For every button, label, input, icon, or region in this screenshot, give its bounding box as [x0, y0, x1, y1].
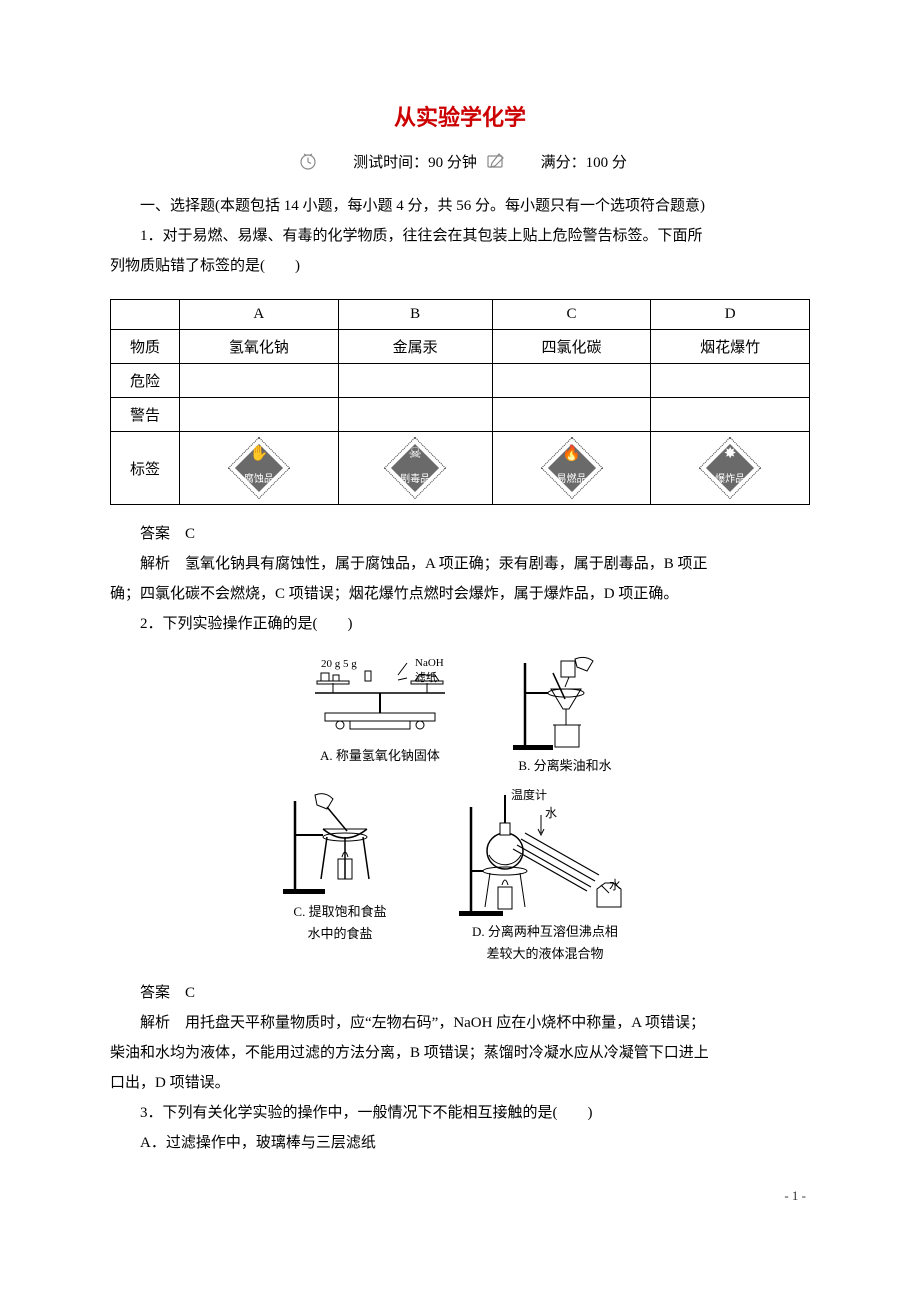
table-row: 危险: [111, 364, 810, 398]
fig-a-left-label: 20 g 5 g: [321, 658, 357, 670]
cell-substance-d: 烟花爆竹: [651, 330, 810, 364]
hazard-glyph: 🔥: [543, 447, 601, 462]
score-label: 满分：100 分: [541, 155, 627, 171]
q1-analysis-l1: 解析 氢氧化钠具有腐蚀性，属于腐蚀品，A 项正确；汞有剧毒，属于剧毒品，B 项正: [110, 549, 810, 579]
figure-row-bottom: C. 提取饱和食盐 水中的食盐 温度计 水 水: [110, 789, 810, 963]
cell-substance-b: 金属汞: [338, 330, 492, 364]
hazard-glyph: ☠: [386, 447, 444, 462]
cell-sign-d: ✸ 爆炸品: [651, 432, 810, 505]
figure-d-caption-l2: 差较大的液体混合物: [486, 945, 603, 963]
table-row: A B C D: [111, 300, 810, 330]
cell-sign-b: ☠ 剧毒品: [338, 432, 492, 505]
figure-c-caption-l1: C. 提取饱和食盐: [293, 903, 386, 921]
row-warn-label: 警告: [111, 398, 180, 432]
hazard-text: 易燃品: [543, 470, 601, 485]
time-label: 测试时间：90 分钟: [353, 155, 477, 171]
figure-b-caption: B. 分离柴油和水: [518, 757, 611, 775]
balance-scale-icon: 20 g 5 g NaOH 滤纸: [295, 653, 465, 743]
q1-answer: 答案 C: [110, 519, 810, 549]
filtration-setup-icon: [505, 653, 625, 753]
clock-icon: [297, 150, 319, 177]
pencil-icon: [485, 150, 507, 177]
q1-stem-line2: 列物质贴错了标签的是( ): [110, 251, 810, 281]
fig-a-filter-label: 滤纸: [415, 671, 437, 684]
cell-empty: [180, 398, 339, 432]
q2-figure-block: 20 g 5 g NaOH 滤纸: [110, 653, 810, 964]
cell-sign-a: ✋ 腐蚀品: [180, 432, 339, 505]
cell-empty: [651, 364, 810, 398]
figure-a-caption: A. 称量氢氧化钠固体: [320, 747, 440, 765]
hazard-text: 爆炸品: [701, 470, 759, 485]
q3-option-a: A．过滤操作中，玻璃棒与三层滤纸: [110, 1128, 810, 1158]
figure-c-caption-l2: 水中的食盐: [307, 925, 372, 943]
hazard-diamond-corrosive-icon: ✋ 腐蚀品: [230, 439, 288, 497]
hazard-diamond-toxic-icon: ☠ 剧毒品: [386, 439, 444, 497]
cell-empty: [338, 398, 492, 432]
q1-analysis-l2: 确；四氯化碳不会燃烧，C 项错误；烟花爆竹点燃时会爆炸，属于爆炸品，D 项正确。: [110, 579, 810, 609]
figure-d: 温度计 水 水: [445, 789, 645, 963]
q3-stem: 3．下列有关化学实验的操作中，一般情况下不能相互接触的是( ): [110, 1098, 810, 1128]
section-intro: 一、选择题(本题包括 14 小题，每小题 4 分，共 56 分。每小题只有一个选…: [110, 191, 810, 221]
q2-analysis-l1: 解析 用托盘天平称量物质时，应“左物右码”，NaOH 应在小烧杯中称量，A 项错…: [110, 1008, 810, 1038]
hazard-diamond-explosive-icon: ✸ 爆炸品: [701, 439, 759, 497]
q2-analysis-l3: 口出，D 项错误。: [110, 1068, 810, 1098]
cell-empty: [492, 364, 651, 398]
figure-c: C. 提取饱和食盐 水中的食盐: [275, 789, 405, 963]
cell-empty: [651, 398, 810, 432]
hazard-glyph: ✋: [230, 447, 288, 462]
cell-substance-a: 氢氧化钠: [180, 330, 339, 364]
fig-d-water-in-label: 水: [545, 806, 557, 820]
row-sign-label: 标签: [111, 432, 180, 505]
cell-sign-c: 🔥 易燃品: [492, 432, 651, 505]
hazard-text: 腐蚀品: [230, 470, 288, 485]
meta-line: 测试时间：90 分钟 满分：100 分: [110, 150, 810, 177]
hazard-diamond-flammable-icon: 🔥 易燃品: [543, 439, 601, 497]
header-c: C: [492, 300, 651, 330]
cell-empty: [492, 398, 651, 432]
cell-empty: [180, 364, 339, 398]
page-title: 从实验学化学: [110, 100, 810, 132]
hazard-glyph: ✸: [701, 447, 759, 462]
table-row: 标签 ✋ 腐蚀品 ☠ 剧毒品: [111, 432, 810, 505]
q2-analysis-l2: 柴油和水均为液体，不能用过滤的方法分离，B 项错误；蒸馏时冷凝水应从冷凝管下口进…: [110, 1038, 810, 1068]
header-d: D: [651, 300, 810, 330]
row-danger-label: 危险: [111, 364, 180, 398]
q1-table: A B C D 物质 氢氧化钠 金属汞 四氯化碳 烟花爆竹 危险 警告 标签: [110, 299, 810, 505]
hazard-text: 剧毒品: [386, 470, 444, 485]
figure-row-top: 20 g 5 g NaOH 滤纸: [110, 653, 810, 775]
figure-d-caption-l1: D. 分离两种互溶但沸点相: [472, 923, 618, 941]
table-row: 警告: [111, 398, 810, 432]
row-substance-label: 物质: [111, 330, 180, 364]
cell-substance-c: 四氯化碳: [492, 330, 651, 364]
table-row: 物质 氢氧化钠 金属汞 四氯化碳 烟花爆竹: [111, 330, 810, 364]
figure-b: B. 分离柴油和水: [505, 653, 625, 775]
header-a: A: [180, 300, 339, 330]
q2-answer: 答案 C: [110, 978, 810, 1008]
page-number: - 1 -: [110, 1188, 810, 1204]
q2-stem: 2．下列实验操作正确的是( ): [110, 609, 810, 639]
cell-empty: [338, 364, 492, 398]
fig-a-naoh-label: NaOH: [415, 657, 444, 669]
figure-a: 20 g 5 g NaOH 滤纸: [295, 653, 465, 775]
evaporation-setup-icon: [275, 789, 405, 899]
q1-stem-line1: 1．对于易燃、易爆、有毒的化学物质，往往会在其包装上贴上危险警告标签。下面所: [110, 221, 810, 251]
header-b: B: [338, 300, 492, 330]
distillation-setup-icon: 温度计 水 水: [445, 789, 645, 919]
page: 从实验学化学 测试时间：90 分钟 满分：100 分 一、选择题(本题包括 14…: [0, 0, 920, 1264]
fig-d-thermometer-label: 温度计: [511, 789, 547, 802]
header-blank: [111, 300, 180, 330]
